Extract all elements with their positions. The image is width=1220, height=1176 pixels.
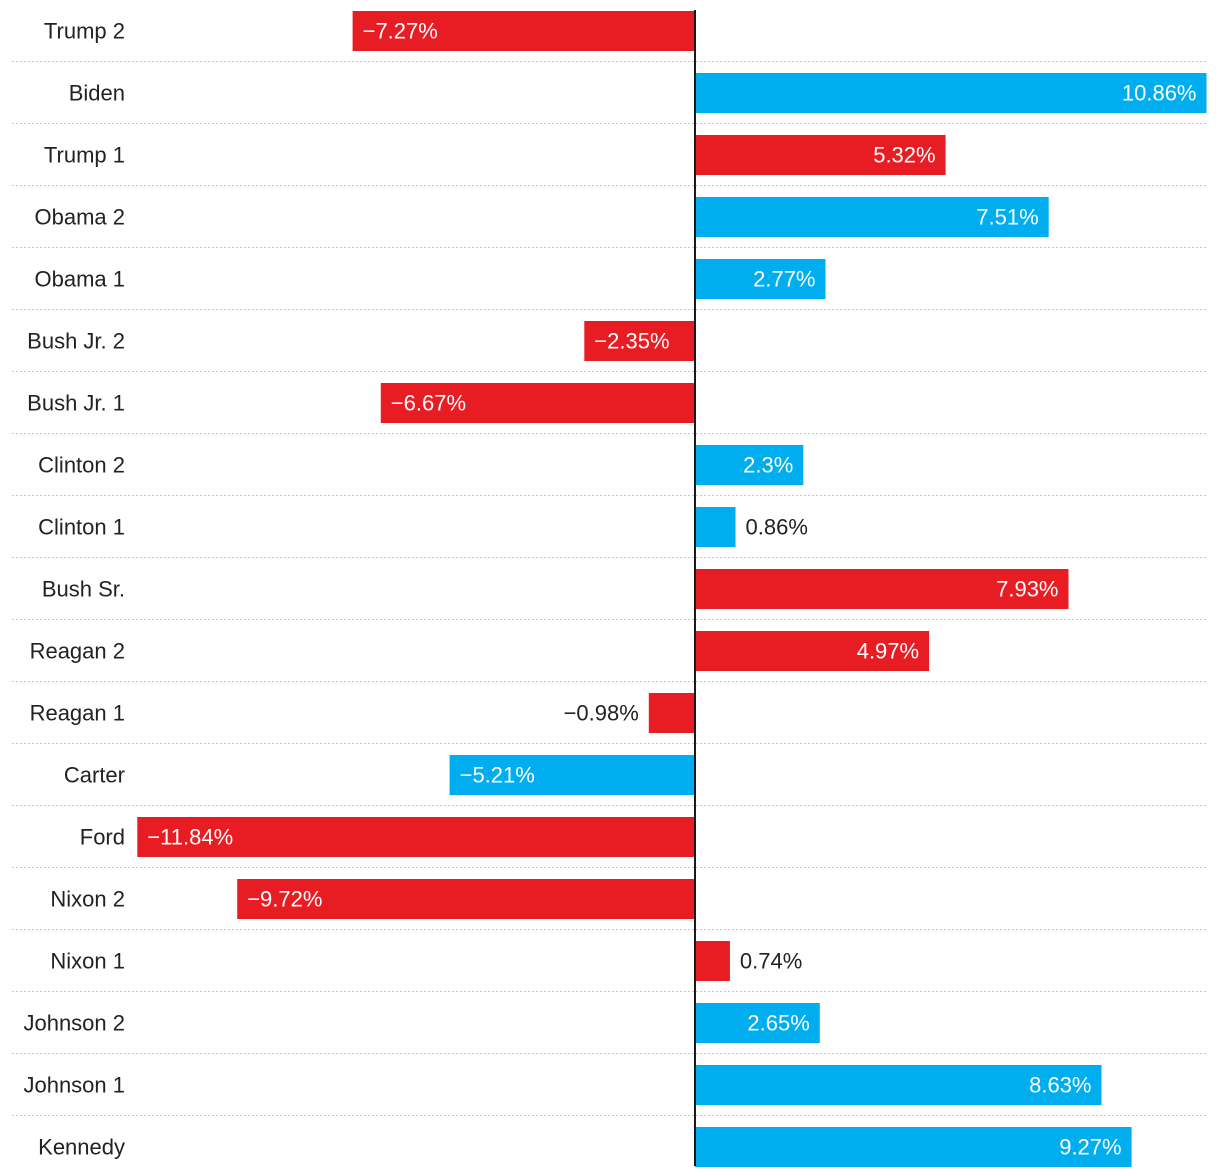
value-label-johnson-2: 2.65%: [747, 1011, 809, 1036]
bar-trump-1: [695, 135, 946, 175]
bar-bush-jr-2: [584, 321, 695, 361]
value-label-clinton-2: 2.3%: [743, 453, 793, 478]
value-labels: −7.27% 10.86% 5.32% 7.51% 2.77% −2.35% −6.67% 2…: [147, 19, 1196, 1160]
category-label-nixon-2: Nixon 2: [50, 887, 125, 912]
category-label-reagan-2: Reagan 2: [30, 639, 125, 664]
bar-obama-2: [695, 197, 1049, 237]
bar-reagan-1: [648, 693, 695, 733]
bar-bush-jr-1: [380, 383, 695, 423]
bar-trump-2: [352, 11, 695, 51]
value-label-bush-sr: 7.93%: [996, 577, 1058, 602]
bar-bush-sr: [695, 569, 1069, 609]
value-label-nixon-1: 0.74%: [740, 949, 802, 974]
bar-kennedy: [695, 1127, 1132, 1167]
bar-johnson-2: [695, 1003, 820, 1043]
category-label-obama-2: Obama 2: [35, 205, 126, 230]
category-label-johnson-1: Johnson 1: [23, 1073, 125, 1098]
bar-reagan-2: [695, 631, 930, 671]
bar-clinton-2: [695, 445, 804, 485]
bar-carter: [449, 755, 695, 795]
bars: [137, 11, 1207, 1167]
value-label-nixon-2: −9.72%: [247, 887, 322, 912]
category-label-bush-jr-2: Bush Jr. 2: [27, 329, 125, 354]
value-label-bush-jr-1: −6.67%: [391, 391, 466, 416]
bar-clinton-1: [695, 507, 736, 547]
row-labels: Trump 2 Biden Trump 1 Obama 2 Obama 1 Bush Jr…: [23, 19, 125, 1160]
category-label-obama-1: Obama 1: [35, 267, 126, 292]
bar-obama-1: [695, 259, 826, 299]
category-label-nixon-1: Nixon 1: [50, 949, 125, 974]
value-label-reagan-1: −0.98%: [564, 701, 639, 726]
value-label-trump-2: −7.27%: [363, 19, 438, 44]
category-label-kennedy: Kennedy: [38, 1135, 125, 1160]
value-label-reagan-2: 4.97%: [857, 639, 919, 664]
bar-nixon-2: [237, 879, 695, 919]
value-label-obama-1: 2.77%: [753, 267, 815, 292]
category-label-bush-jr-1: Bush Jr. 1: [27, 391, 125, 416]
category-label-trump-2: Trump 2: [44, 19, 125, 44]
category-label-ford: Ford: [80, 825, 125, 850]
value-label-clinton-1: 0.86%: [746, 515, 808, 540]
bar-johnson-1: [695, 1065, 1102, 1105]
value-label-carter: −5.21%: [460, 763, 535, 788]
value-label-kennedy: 9.27%: [1059, 1135, 1121, 1160]
value-label-obama-2: 7.51%: [976, 205, 1038, 230]
category-label-trump-1: Trump 1: [44, 143, 125, 168]
category-label-johnson-2: Johnson 2: [23, 1011, 125, 1036]
category-label-reagan-1: Reagan 1: [30, 701, 125, 726]
category-label-bush-sr: Bush Sr.: [42, 577, 125, 602]
value-label-trump-1: 5.32%: [873, 143, 935, 168]
value-label-biden: 10.86%: [1122, 81, 1197, 106]
value-label-bush-jr-2: −2.35%: [594, 329, 669, 354]
bar-biden: [695, 73, 1207, 113]
category-label-carter: Carter: [64, 763, 125, 788]
bar-nixon-1: [695, 941, 730, 981]
value-label-ford: −11.84%: [147, 825, 233, 850]
category-label-clinton-1: Clinton 1: [38, 515, 125, 540]
bar-ford: [137, 817, 696, 857]
category-label-biden: Biden: [69, 81, 125, 106]
value-label-johnson-1: 8.63%: [1029, 1073, 1091, 1098]
gridlines: [12, 61, 1208, 1116]
category-label-clinton-2: Clinton 2: [38, 453, 125, 478]
